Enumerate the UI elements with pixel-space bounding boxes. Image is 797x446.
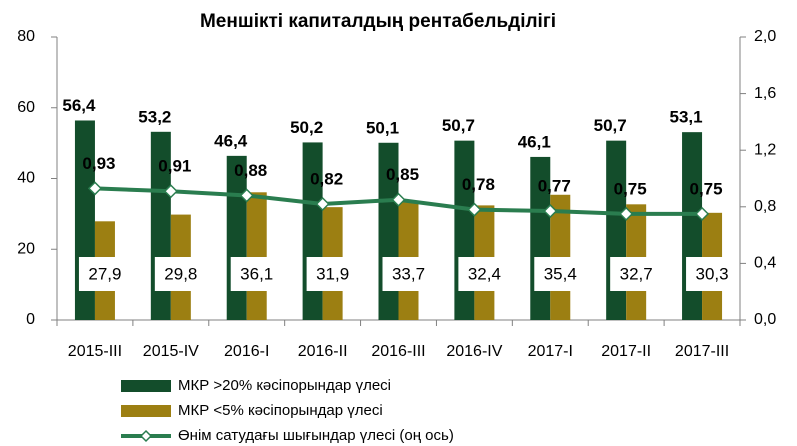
bar-value-label: 30,3 [696,264,729,283]
line-value-label: 0,88 [234,161,267,180]
bar-value-label: 50,7 [442,116,475,135]
label-box [78,257,131,291]
bar-value-label: 27,9 [88,264,121,283]
legend-label: Өнім сатудағы шығындар үлесі (оң ось) [178,427,454,444]
label-box [534,257,587,291]
bar [606,140,627,320]
line-value-label: 0,91 [158,157,191,176]
line-marker [163,184,178,199]
bar-value-label: 29,8 [164,264,197,283]
y-tick-label: 60 [17,99,35,116]
label-box [306,257,359,291]
y-tick-label: 40 [17,170,35,187]
x-tick-label: 2016-II [298,343,348,360]
legend-swatch [121,405,171,417]
x-tick-label: 2016-I [224,343,269,360]
label-box [382,257,435,291]
x-tick-label: 2016-III [371,343,425,360]
legend-label: МКР >20% кәсіпорындар үлесі [178,377,391,394]
y2-tick-label: 1,6 [754,85,776,102]
bar-value-label: 36,1 [240,264,273,283]
bar-value-label: 46,4 [214,131,248,150]
line-value-label: 0,77 [538,177,571,196]
line-value-label: 0,78 [462,175,495,194]
y2-tick-label: 0,8 [754,198,776,215]
line-value-label: 0,75 [614,179,647,198]
line-value-label: 0,82 [310,169,343,188]
label-box [610,257,663,291]
line-marker [543,203,558,219]
bar-value-label: 35,4 [544,264,577,283]
label-box [458,257,511,291]
bar [226,155,247,320]
y2-tick-label: 0,0 [754,311,776,328]
y-tick-label: 80 [17,28,35,45]
line-marker [391,192,406,207]
bar [682,132,703,320]
chart-title: Меншікті капиталдың рентабельділігі [200,11,556,32]
y2-tick-label: 2,0 [754,28,776,45]
x-tick-label: 2017-II [601,343,651,360]
bar-value-label: 56,4 [62,96,96,115]
y2-tick-label: 1,2 [754,141,776,158]
bar-value-label: 32,7 [620,264,653,283]
bar [454,140,475,320]
x-tick-label: 2017-I [528,343,573,360]
legend-marker [139,429,153,443]
y-tick-label: 0 [26,311,35,328]
y2-tick-label: 0,4 [754,255,776,272]
x-tick-label: 2015-IV [143,343,199,360]
bar-value-label: 33,7 [392,264,425,283]
bar-value-label: 31,9 [316,264,349,283]
bar-value-label: 32,4 [468,264,501,283]
line-value-label: 0,75 [690,179,723,198]
bar-value-label: 46,1 [518,132,551,151]
label-box [230,257,283,291]
bar-value-label: 50,2 [290,118,323,137]
y-tick-label: 20 [17,240,35,257]
label-box [154,257,207,291]
bar [246,192,267,320]
bar-value-label: 53,2 [138,107,171,126]
legend-label: МКР <5% кәсіпорындар үлесі [178,402,383,419]
line-marker [467,202,482,217]
line-marker [619,206,634,221]
label-box [686,257,739,291]
line-marker [87,181,103,196]
line-value-label: 0,85 [386,165,419,184]
line-marker [315,196,330,212]
x-tick-label: 2017-III [675,343,729,360]
x-tick-label: 2016-IV [446,343,502,360]
bar-value-label: 53,1 [670,108,703,127]
x-tick-label: 2015-III [68,343,122,360]
line-marker [239,188,254,203]
line-marker [694,206,710,221]
legend-swatch [121,380,171,392]
line-value-label: 0,93 [82,154,115,173]
bar-value-label: 50,1 [366,118,399,137]
bar-value-label: 50,7 [594,116,627,135]
